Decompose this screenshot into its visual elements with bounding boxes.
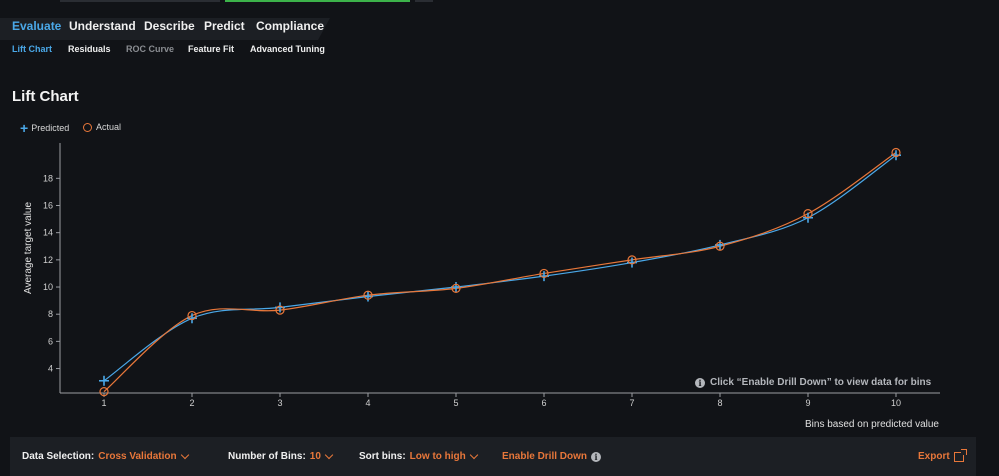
export-control[interactable]: Export xyxy=(918,448,967,462)
chevron-down-icon[interactable] xyxy=(324,450,334,460)
legend-label-predicted: Predicted xyxy=(31,123,70,133)
x-tick-label: 2 xyxy=(189,398,194,408)
chevron-down-icon[interactable] xyxy=(469,450,479,460)
subtab-lift-chart[interactable]: Lift Chart xyxy=(12,44,52,54)
legend-item-predicted[interactable]: + Predicted xyxy=(20,120,70,136)
x-tick-label: 1 xyxy=(101,398,106,408)
chart-markers xyxy=(99,147,901,397)
chart-lines xyxy=(103,152,897,393)
drill-down-hint: i Click “Enable Drill Down” to view data… xyxy=(695,377,931,388)
enable-drill-down-button[interactable]: Enable Drill Down xyxy=(502,451,588,462)
y-tick-label: 12 xyxy=(43,255,53,265)
sort-bins-control[interactable]: Sort bins: Low to high xyxy=(359,450,479,462)
info-icon: i xyxy=(695,377,705,388)
tab-understand[interactable]: Understand xyxy=(69,19,136,33)
subtab-advanced-tuning[interactable]: Advanced Tuning xyxy=(250,44,325,54)
y-tick-label: 18 xyxy=(43,173,53,183)
data-selection-control[interactable]: Data Selection: Cross Validation xyxy=(22,450,189,462)
x-tick-label: 8 xyxy=(717,398,722,408)
tab-predict[interactable]: Predict xyxy=(204,19,245,33)
data-point-actual xyxy=(539,268,549,279)
progress-segment-active xyxy=(225,0,410,2)
data-point-actual xyxy=(451,283,461,293)
bottom-toolbar: Data Selection: Cross Validation Number … xyxy=(10,437,976,476)
drill-down-hint-text: Click “Enable Drill Down” to view data f… xyxy=(710,377,932,388)
subtab-residuals[interactable]: Residuals xyxy=(68,44,111,54)
x-tick-label: 10 xyxy=(891,398,901,408)
sort-bins-label: Sort bins: xyxy=(359,451,406,462)
tabs-background xyxy=(0,18,330,40)
export-icon[interactable] xyxy=(953,448,967,462)
info-icon[interactable]: i xyxy=(591,451,602,462)
enable-drill-down-control[interactable]: Enable Drill Down i xyxy=(502,451,602,462)
y-tick-label: 16 xyxy=(43,201,53,211)
legend-item-actual[interactable]: Actual xyxy=(83,122,121,132)
data-point-actual xyxy=(715,241,725,251)
tab-describe[interactable]: Describe xyxy=(144,19,195,33)
y-axis-title: Average target value xyxy=(23,202,34,295)
data-point-actual xyxy=(187,310,197,321)
tab-compliance[interactable]: Compliance xyxy=(256,19,325,33)
progress-segment xyxy=(415,0,433,2)
page-title: Lift Chart xyxy=(12,88,79,105)
y-tick-label: 6 xyxy=(48,336,53,346)
series-line-predicted xyxy=(103,154,897,382)
top-strip xyxy=(0,0,999,20)
x-tick-label: 6 xyxy=(541,398,546,408)
y-tick-label: 8 xyxy=(48,309,53,319)
circle-icon xyxy=(83,122,92,132)
data-point-actual xyxy=(363,290,373,300)
number-of-bins-control[interactable]: Number of Bins: 10 xyxy=(228,450,334,462)
export-button[interactable]: Export xyxy=(918,451,950,462)
progress-segment xyxy=(60,0,220,2)
x-tick-label: 7 xyxy=(629,398,634,408)
data-point-actual xyxy=(803,209,813,219)
data-point-actual xyxy=(99,387,109,397)
y-tick-label: 10 xyxy=(43,282,53,292)
x-tick-label: 3 xyxy=(277,398,282,408)
series-line-actual xyxy=(103,152,897,393)
x-tick-label: 5 xyxy=(453,398,458,408)
data-point-actual xyxy=(275,305,285,315)
chevron-down-icon[interactable] xyxy=(180,450,189,460)
data-selection-label: Data Selection: xyxy=(22,451,95,462)
x-tick-label: 4 xyxy=(365,398,370,408)
data-point-actual xyxy=(891,147,901,158)
plus-icon: + xyxy=(20,120,29,136)
subtab-roc-curve[interactable]: ROC Curve xyxy=(126,44,175,54)
data-point-actual xyxy=(627,255,637,265)
subtab-feature-fit[interactable]: Feature Fit xyxy=(188,44,235,54)
y-tick-label: 14 xyxy=(43,228,53,238)
legend-label-actual: Actual xyxy=(96,122,122,132)
sort-bins-dropdown[interactable]: Low to high xyxy=(409,451,466,462)
main-tabs: Evaluate Understand Describe Predict Com… xyxy=(0,18,999,40)
x-axis-title: Bins based on predicted value xyxy=(805,419,939,430)
x-tick-label: 9 xyxy=(805,398,810,408)
y-tick-label: 4 xyxy=(48,364,53,374)
number-of-bins-label: Number of Bins: xyxy=(228,451,306,462)
data-selection-dropdown[interactable]: Cross Validation xyxy=(98,451,177,462)
tab-evaluate[interactable]: Evaluate xyxy=(12,19,62,33)
number-of-bins-dropdown[interactable]: 10 xyxy=(309,451,321,462)
data-point-predicted xyxy=(99,375,109,386)
